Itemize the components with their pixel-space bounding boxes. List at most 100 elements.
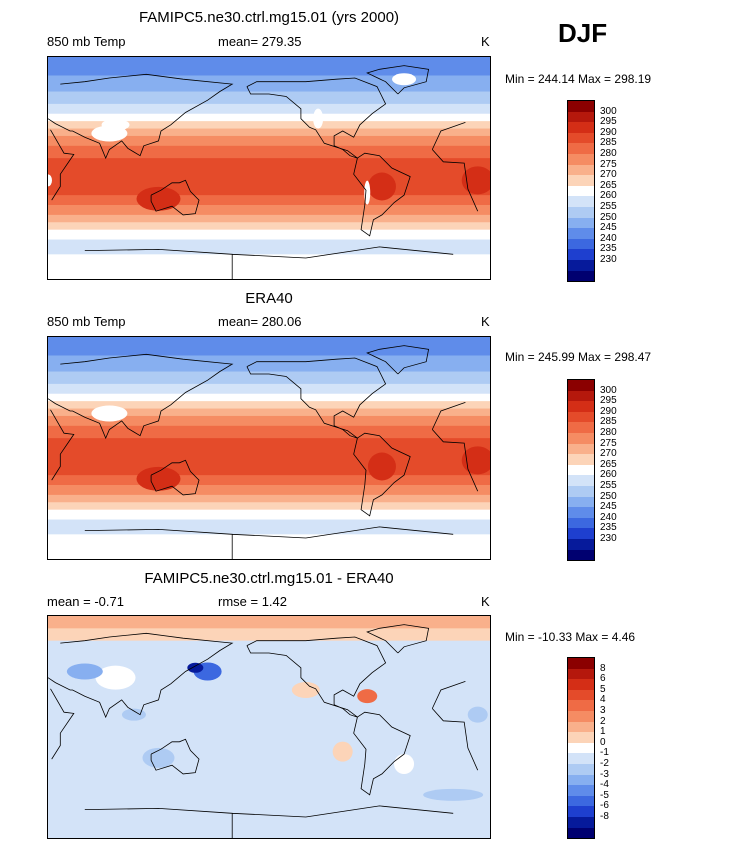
coastline bbox=[48, 632, 234, 719]
colorbar-swatch bbox=[568, 111, 594, 123]
field-band bbox=[48, 103, 490, 115]
colorbar-tick-label: 290 bbox=[600, 405, 617, 417]
colorbar-swatch bbox=[568, 196, 594, 207]
colorbar-swatch bbox=[568, 132, 594, 144]
panel-1-units-label: K bbox=[481, 34, 490, 49]
colorbar-swatch bbox=[568, 785, 594, 796]
coastline bbox=[50, 681, 479, 771]
colorbar-swatch bbox=[568, 217, 594, 229]
field-band bbox=[48, 415, 490, 427]
colorbar-tick-label: 0 bbox=[600, 736, 606, 748]
coastline bbox=[150, 459, 200, 496]
colorbar-swatch bbox=[568, 816, 594, 828]
coastline bbox=[366, 345, 430, 375]
panel-1-title: FAMIPC5.ne30.ctrl.mg15.01 (yrs 2000) bbox=[138, 9, 400, 26]
field-band bbox=[48, 145, 490, 159]
anomaly-blob bbox=[291, 682, 320, 698]
colorbar-tick-label: 230 bbox=[600, 254, 617, 265]
colorbar-swatch bbox=[568, 175, 594, 186]
panel-2-title: ERA40 bbox=[245, 290, 293, 307]
colorbar-tick-label: -4 bbox=[600, 779, 609, 791]
coastline bbox=[84, 246, 454, 279]
anomaly-blob bbox=[332, 741, 353, 762]
panel-1-mean-label: mean= 279.35 bbox=[218, 34, 302, 49]
colorbar-swatch bbox=[568, 679, 594, 690]
field-band bbox=[48, 509, 490, 521]
colorbar-swatch bbox=[568, 101, 594, 112]
colorbar-tick-label: 240 bbox=[600, 232, 617, 244]
colorbar-swatch bbox=[568, 153, 594, 165]
colorbar-swatch bbox=[568, 122, 594, 133]
colorbar-swatch bbox=[568, 401, 594, 412]
colorbar-tick-label: 295 bbox=[600, 116, 617, 128]
panel-3-map bbox=[47, 615, 491, 839]
anomaly-blob bbox=[467, 706, 488, 723]
colorbar-swatch bbox=[568, 732, 594, 743]
colorbar-swatch bbox=[568, 238, 594, 250]
colorbar-swatch bbox=[568, 753, 594, 764]
colorbar-swatch bbox=[568, 710, 594, 722]
field-band bbox=[48, 337, 490, 357]
colorbar-swatch bbox=[568, 164, 594, 176]
colorbar-swatch bbox=[568, 507, 594, 518]
field-band bbox=[48, 121, 490, 130]
coastline bbox=[84, 526, 454, 559]
colorbar-tick-label: 265 bbox=[600, 458, 617, 470]
colorbar-swatch bbox=[568, 390, 594, 402]
colorbar-swatch bbox=[568, 721, 594, 733]
panel-2-units-label: K bbox=[481, 314, 490, 329]
colorbar-tick-label: 285 bbox=[600, 137, 617, 149]
colorbar-swatch bbox=[568, 528, 594, 539]
map-field bbox=[48, 616, 490, 838]
coastline bbox=[246, 636, 387, 718]
field-band bbox=[48, 113, 490, 122]
panel-1-minmax: Min = 244.14 Max = 298.19 bbox=[505, 72, 652, 86]
field-band bbox=[48, 214, 490, 223]
colorbar-tick-label: 255 bbox=[600, 480, 617, 491]
colorbar-swatch bbox=[568, 774, 594, 786]
coastline bbox=[50, 122, 479, 212]
colorbar-swatch bbox=[568, 517, 594, 529]
anomaly-blob bbox=[394, 754, 415, 774]
field-band bbox=[48, 195, 490, 206]
field-blob bbox=[461, 446, 490, 475]
field-band bbox=[48, 239, 490, 255]
missing-data-mask bbox=[364, 180, 371, 205]
colorbar-tick-label: 265 bbox=[600, 179, 617, 191]
anomaly-blob bbox=[121, 708, 146, 721]
coastline bbox=[150, 179, 200, 216]
field-band bbox=[48, 502, 490, 511]
colorbar-swatch bbox=[568, 249, 594, 260]
field-band bbox=[48, 254, 490, 279]
field-band bbox=[48, 438, 490, 476]
panel-2-colorbar bbox=[567, 379, 595, 562]
colorbar-tick-label: 230 bbox=[600, 533, 617, 544]
field-blob bbox=[91, 405, 128, 422]
field-band bbox=[48, 475, 490, 486]
colorbar-tick-label: 4 bbox=[600, 694, 606, 706]
anomaly-blob bbox=[187, 662, 204, 673]
panel-3-mean-label: mean = -0.71 bbox=[47, 594, 124, 609]
field-band bbox=[48, 425, 490, 439]
field-band bbox=[48, 57, 490, 77]
colorbar-swatch bbox=[568, 143, 594, 154]
coastline bbox=[366, 65, 430, 95]
colorbar-swatch bbox=[568, 496, 594, 508]
field-blob bbox=[136, 186, 181, 211]
panel-2-variable-label: 850 mb Temp bbox=[47, 314, 126, 329]
panel-1-map bbox=[47, 56, 491, 280]
anomaly-blob bbox=[357, 689, 378, 704]
field-blob bbox=[136, 466, 181, 491]
season-label: DJF bbox=[558, 18, 608, 48]
colorbar-swatch bbox=[568, 475, 594, 486]
anomaly-blob bbox=[95, 665, 136, 690]
colorbar-swatch bbox=[568, 228, 594, 239]
colorbar-tick-label: 255 bbox=[600, 201, 617, 212]
panel-3-title: FAMIPC5.ne30.ctrl.mg15.01 - ERA40 bbox=[144, 570, 394, 587]
field-band bbox=[48, 616, 490, 629]
panel-2-mean-label: mean= 280.06 bbox=[218, 314, 302, 329]
colorbar-tick-label: 260 bbox=[600, 469, 617, 481]
colorbar-tick-label: 290 bbox=[600, 126, 617, 138]
panel-3-units-label: K bbox=[481, 594, 490, 609]
missing-data-mask bbox=[392, 73, 417, 86]
